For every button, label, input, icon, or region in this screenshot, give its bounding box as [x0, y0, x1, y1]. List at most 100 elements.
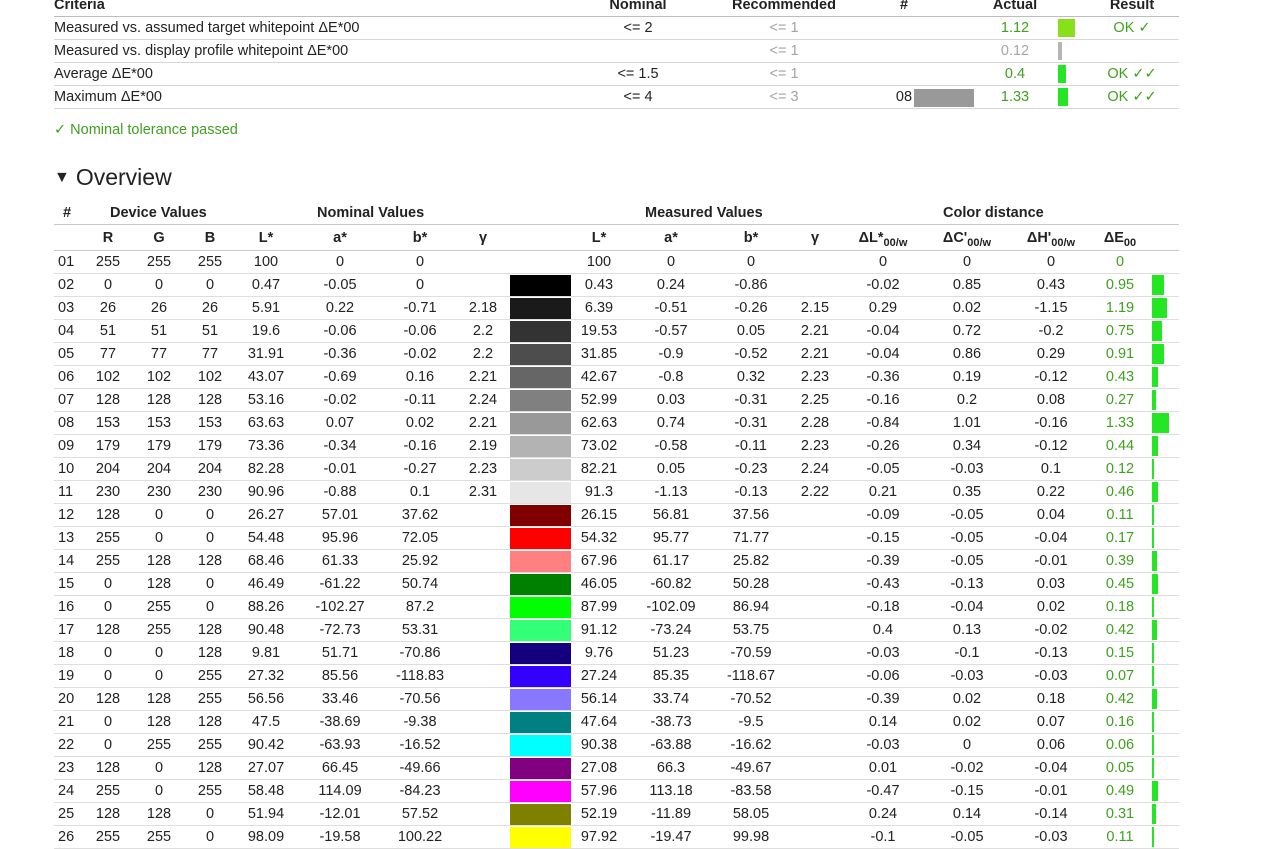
cell-R: 128 — [95, 806, 121, 822]
criteria-actual: 0.4 — [1004, 66, 1026, 82]
cell-a: -0.36 — [323, 346, 357, 362]
cell-R: 179 — [95, 438, 121, 454]
recommended-header: Recommended — [732, 0, 836, 13]
cell-g: 2.23 — [468, 461, 498, 477]
table-row: 08 153 153 153 63.63 0.07 0.02 2.21 62.63 0.74 -0.… — [54, 412, 1179, 435]
cell-G: 128 — [146, 392, 172, 408]
cell-ma: 0.05 — [656, 461, 686, 477]
cell-G: 179 — [146, 438, 172, 454]
cell-R: 128 — [95, 622, 121, 638]
overview-rows: 01 255 255 255 100 0 0 100 0 0 0 0 0 0 02 0 0 0 0.47 -0.05 0… — [54, 251, 1179, 849]
cell-ma: -38.73 — [650, 714, 692, 730]
cell-L: 27.07 — [247, 760, 285, 776]
cell-g: 2.18 — [468, 300, 498, 316]
cell-B: 128 — [197, 622, 223, 638]
delta-e-bar — [1152, 321, 1162, 341]
criteria-result: OK ✓✓ — [1107, 89, 1157, 105]
cell-dL: 0 — [878, 254, 888, 270]
cell-mb: -0.23 — [734, 461, 768, 477]
cell-R: 102 — [95, 369, 121, 385]
cell-num: 24 — [58, 783, 75, 799]
delta-e-bar — [1152, 367, 1158, 387]
cell-num: 07 — [58, 392, 75, 408]
cell-L: 98.09 — [247, 829, 285, 845]
cell-dL: 0.21 — [868, 484, 898, 500]
overview-toggle[interactable]: ▼ Overview — [54, 164, 172, 191]
cell-num: 02 — [58, 277, 75, 293]
cell-mL: 100 — [586, 254, 612, 270]
cell-dH: -0.01 — [1034, 783, 1068, 799]
cell-G: 255 — [146, 599, 172, 615]
col-measured-gamma: γ — [810, 230, 820, 246]
cell-L: 90.48 — [247, 622, 285, 638]
color-swatch — [510, 758, 571, 779]
cell-B: 0 — [205, 277, 215, 293]
cell-B: 128 — [197, 553, 223, 569]
color-swatch — [510, 436, 571, 457]
color-swatch — [510, 712, 571, 733]
cell-B: 0 — [205, 507, 215, 523]
cell-a: 33.46 — [321, 691, 359, 707]
delta-e-bar — [1152, 275, 1164, 295]
cell-num: 13 — [58, 530, 75, 546]
cell-mL: 6.39 — [584, 300, 614, 316]
criteria-recommended: <= 1 — [769, 43, 799, 59]
cell-mb: 25.82 — [732, 553, 770, 569]
cell-dH: -0.16 — [1034, 415, 1068, 431]
cell-B: 230 — [197, 484, 223, 500]
col-delta-h: ΔH'00/w — [1026, 230, 1076, 249]
color-swatch — [510, 298, 571, 319]
cell-b: 53.31 — [401, 622, 439, 638]
group-header-row: # Device Values Nominal Values Measured … — [54, 204, 1179, 225]
cell-dL: 0.4 — [872, 622, 894, 638]
cell-B: 255 — [197, 737, 223, 753]
cell-dE: 0.16 — [1105, 714, 1135, 730]
cell-ma: 66.3 — [656, 760, 686, 776]
cell-dE: 0.11 — [1106, 829, 1134, 845]
cell-dH: 0.22 — [1036, 484, 1066, 500]
cell-mL: 91.3 — [584, 484, 614, 500]
criteria-bar — [1058, 19, 1075, 37]
cell-mL: 57.96 — [580, 783, 618, 799]
cell-L: 5.91 — [251, 300, 281, 316]
cell-B: 255 — [197, 691, 223, 707]
table-row: 07 128 128 128 53.16 -0.02 -0.11 2.24 52.99 0.03 -… — [54, 389, 1179, 412]
cell-mb: 86.94 — [732, 599, 770, 615]
cell-dH: -0.14 — [1034, 806, 1068, 822]
cell-B: 0 — [205, 576, 215, 592]
cell-a: 95.96 — [321, 530, 359, 546]
num-header: # — [899, 0, 909, 13]
cell-R: 0 — [103, 668, 113, 684]
cell-dC: -0.13 — [950, 576, 984, 592]
cell-b: -84.23 — [399, 783, 441, 799]
cell-dL: -0.03 — [866, 737, 900, 753]
cell-ma: 33.74 — [652, 691, 690, 707]
cell-dE: 0.31 — [1105, 806, 1135, 822]
col-nominal-l: L* — [258, 230, 274, 246]
cell-R: 255 — [95, 530, 121, 546]
criteria-rows: Measured vs. assumed target whitepoint Δ… — [54, 17, 1179, 109]
cell-ma: 61.17 — [652, 553, 690, 569]
cell-B: 255 — [197, 254, 223, 270]
cell-dL: -0.26 — [866, 438, 900, 454]
cell-num: 09 — [58, 438, 75, 454]
color-swatch — [510, 804, 571, 825]
cell-mL: 31.85 — [580, 346, 618, 362]
cell-G: 77 — [150, 346, 168, 362]
cell-dE: 0.49 — [1105, 783, 1135, 799]
cell-L: 73.36 — [247, 438, 285, 454]
cell-b: -0.16 — [403, 438, 437, 454]
cell-dL: -0.05 — [866, 461, 900, 477]
cell-L: 56.56 — [247, 691, 285, 707]
color-distance-header: Color distance — [943, 205, 1044, 221]
cell-a: 0 — [335, 254, 345, 270]
cell-dC: 0.2 — [956, 392, 978, 408]
color-swatch — [510, 597, 571, 618]
color-swatch — [510, 321, 571, 342]
cell-B: 0 — [205, 599, 215, 615]
nominal-header: Nominal — [609, 0, 667, 13]
cell-dC: 0.86 — [952, 346, 982, 362]
cell-dH: 0.02 — [1036, 599, 1066, 615]
cell-L: 0.47 — [251, 277, 281, 293]
cell-B: 51 — [201, 323, 219, 339]
